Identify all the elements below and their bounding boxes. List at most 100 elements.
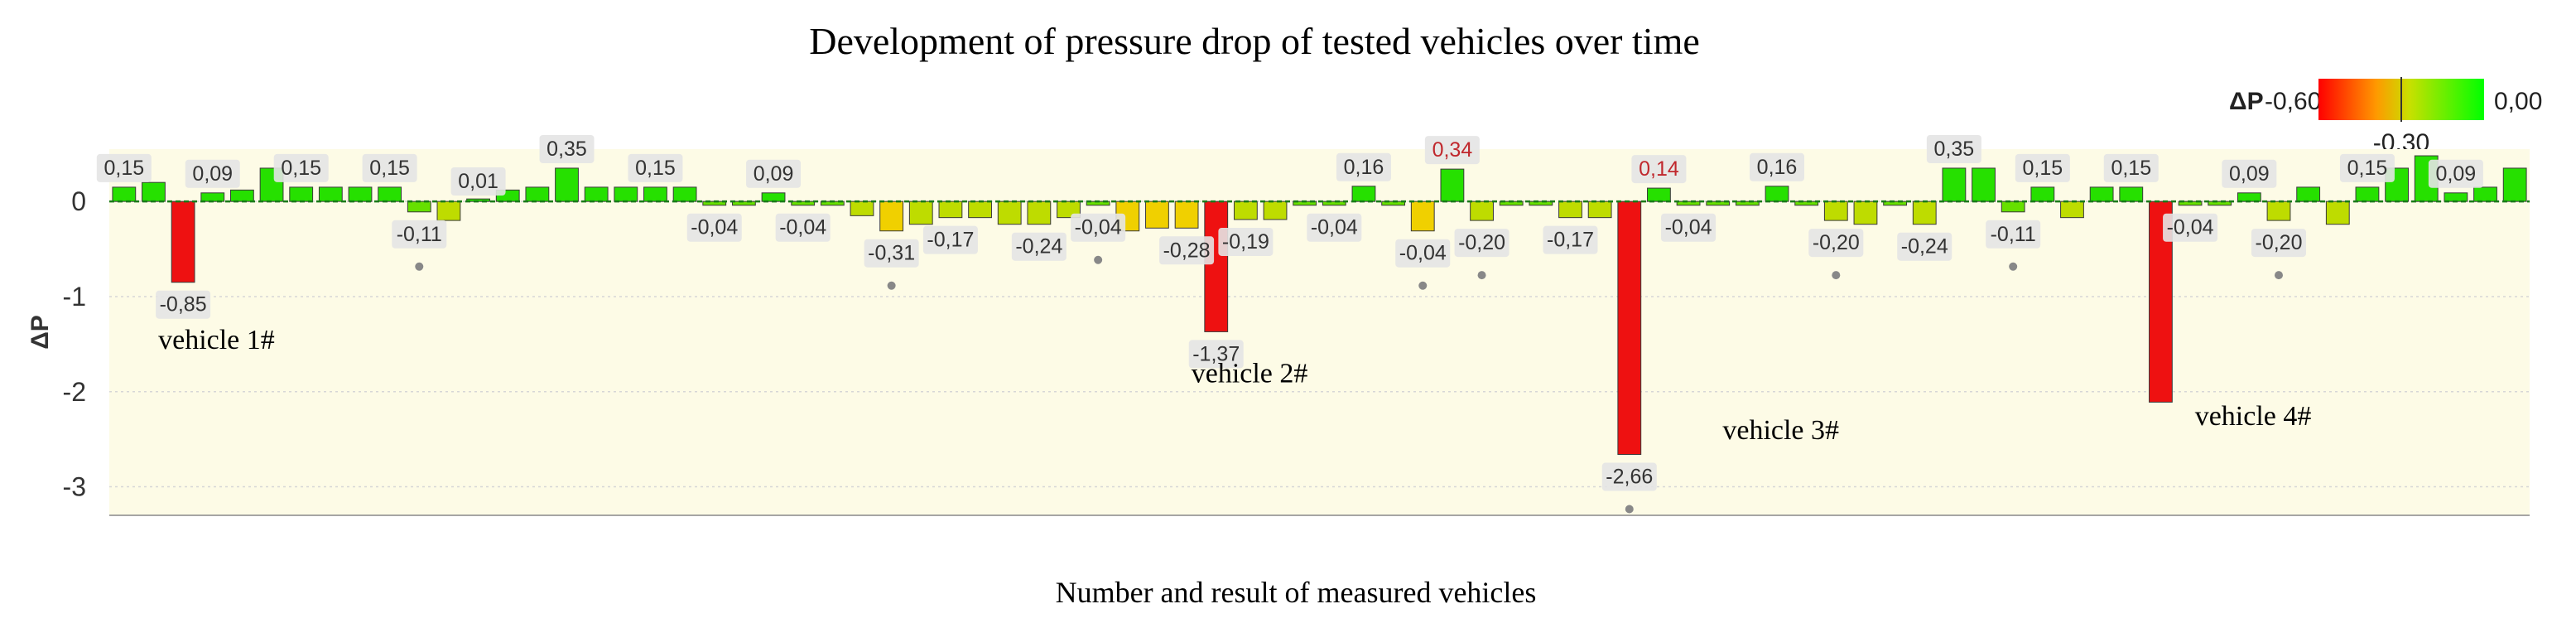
data-label-box	[1424, 136, 1480, 165]
data-label-box	[2339, 153, 2395, 182]
bar	[1440, 168, 1465, 202]
bar	[318, 186, 343, 202]
bar	[112, 186, 137, 202]
data-label-box	[1631, 155, 1687, 184]
data-label: 0,34	[1432, 138, 1473, 162]
bar	[2296, 186, 2321, 202]
data-label-box	[1808, 229, 1864, 258]
bars	[112, 155, 2527, 456]
data-label: -0,24	[1015, 235, 1062, 258]
bar	[1529, 200, 1553, 206]
data-label-dot	[2009, 262, 2018, 271]
data-label-box	[1307, 213, 1362, 242]
data-label-box	[686, 213, 742, 242]
data-label: -0,31	[868, 242, 915, 265]
bar	[761, 192, 786, 202]
data-labels: 0,15 -0,85 0,09 0,15 0,15 -0,11 0,01 0,35 0,15 -0…	[96, 134, 2483, 514]
bar	[1794, 200, 1819, 206]
bar	[1351, 186, 1376, 202]
data-label: 0,14	[1639, 157, 1679, 181]
data-label-box	[1188, 340, 1244, 369]
data-label: 0,15	[2347, 157, 2388, 180]
plot-background	[109, 149, 2530, 515]
bar	[1027, 200, 1052, 225]
bar	[879, 200, 904, 232]
data-label: 0,09	[2229, 162, 2270, 186]
legend-title: ΔP	[2229, 88, 2264, 115]
y-tick-label: -3	[63, 472, 86, 502]
y-tick-label: -1	[63, 282, 86, 312]
data-label-box	[362, 153, 417, 182]
bar	[1735, 200, 1760, 206]
bar	[938, 200, 963, 219]
bar	[643, 186, 667, 202]
data-label-box	[1011, 232, 1067, 261]
bar	[791, 200, 816, 206]
data-label: 0,16	[1344, 156, 1384, 179]
legend-max-label: 0,00	[2494, 88, 2542, 115]
data-label: 0,15	[369, 157, 410, 180]
data-label-dot	[1094, 255, 1103, 264]
bar	[1972, 167, 1996, 202]
data-label-dot	[1477, 271, 1486, 280]
data-label: 0,16	[1757, 156, 1798, 179]
bar	[2502, 167, 2527, 202]
bar	[407, 200, 431, 213]
bar	[200, 192, 225, 202]
bar	[1322, 200, 1346, 206]
bar	[2001, 200, 2025, 213]
bar	[1410, 200, 1435, 232]
data-label-box	[1159, 236, 1215, 265]
y-axis-label: ΔP	[26, 315, 54, 350]
bar	[1558, 200, 1582, 219]
data-label: 0,15	[2022, 157, 2063, 180]
bar	[378, 186, 402, 202]
data-label-box	[2103, 153, 2159, 182]
data-label-box	[2222, 159, 2277, 188]
data-label: -0,04	[1399, 242, 1447, 265]
data-label: -1,37	[1192, 342, 1240, 365]
bar	[1145, 200, 1169, 229]
data-label: 0,01	[458, 170, 498, 193]
bar	[2030, 186, 2055, 202]
bar	[997, 200, 1022, 225]
bar	[1647, 187, 1671, 202]
bar	[2237, 192, 2261, 202]
data-label-dot	[1832, 271, 1841, 280]
data-label: -0,04	[2167, 216, 2214, 239]
data-label: -0,04	[1311, 216, 1358, 239]
x-axis-label: Number and result of measured vehicles	[1056, 576, 1537, 609]
data-label-box	[1926, 134, 1981, 163]
data-label: 0,35	[546, 138, 587, 161]
data-label: -0,04	[1665, 216, 1712, 239]
data-label-box	[2251, 229, 2307, 258]
data-label: -0,04	[779, 216, 826, 239]
bar	[2444, 192, 2468, 202]
data-label: -0,04	[1075, 216, 1122, 239]
y-tick-label: -2	[63, 377, 86, 407]
y-axis-ticks: 0 -1 -2 -3	[63, 186, 86, 501]
bar	[1470, 200, 1494, 221]
bar	[525, 186, 550, 202]
data-label-dot	[887, 281, 896, 290]
bar	[2119, 186, 2144, 202]
bar	[348, 186, 373, 202]
bar	[2325, 200, 2350, 225]
bar	[584, 186, 609, 202]
bar	[850, 200, 874, 216]
data-label-box	[1336, 152, 1391, 181]
data-label: -2,66	[1606, 466, 1653, 489]
vehicle-label: vehicle 2#	[1192, 358, 1308, 389]
data-label-box	[775, 213, 831, 242]
bar	[289, 186, 314, 202]
data-label-box	[1071, 213, 1126, 242]
data-label-box	[1543, 225, 1598, 254]
bar	[1233, 200, 1258, 220]
data-label: -0,11	[1991, 223, 2036, 246]
bar	[2089, 186, 2114, 202]
data-label-box	[1986, 220, 2041, 249]
data-label: -0,85	[160, 293, 207, 316]
data-label-box	[864, 239, 919, 268]
bar	[1853, 200, 1878, 225]
